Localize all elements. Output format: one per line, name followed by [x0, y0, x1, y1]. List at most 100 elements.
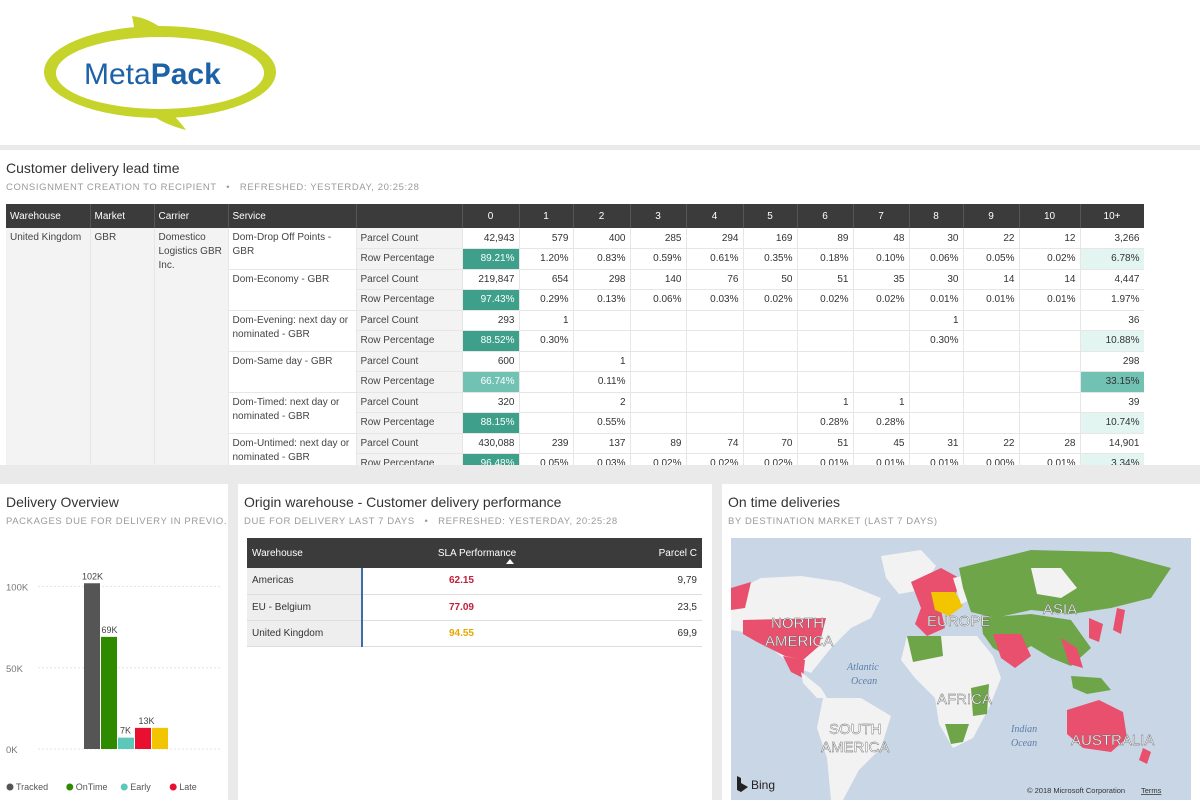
metric-label: Row Percentage: [356, 248, 463, 270]
value-cell: 1: [853, 392, 910, 413]
value-cell: [963, 330, 1020, 352]
tile-subtitle: BY DESTINATION MARKET (LAST 7 DAYS): [728, 516, 938, 527]
origin-warehouse-name: EU - Belgium: [247, 594, 363, 621]
metric-label: Parcel Count: [356, 310, 463, 331]
map-label-europe: EUROPE: [927, 613, 990, 630]
value-cell: 0.01%: [909, 453, 964, 465]
value-cell: 1.97%: [1080, 289, 1144, 311]
ontime-deliveries-tile[interactable]: On time deliveries BY DESTINATION MARKET…: [722, 484, 1200, 800]
value-cell: [630, 412, 687, 434]
bar-tracked[interactable]: [84, 583, 100, 749]
value-cell: 22: [963, 228, 1020, 249]
lead-time-col-8[interactable]: 8: [909, 204, 964, 228]
header: MetaPack: [0, 0, 1200, 145]
value-cell: 39: [1080, 392, 1144, 413]
col-warehouse[interactable]: Warehouse: [247, 538, 362, 568]
table-row[interactable]: EU - Belgium 77.09 23,5: [247, 594, 702, 621]
table-row: Dom-Timed: next day or nominated - GBR Pa…: [6, 392, 1144, 434]
lead-time-col-6[interactable]: 6: [797, 204, 854, 228]
map-terms-link[interactable]: Terms: [1141, 786, 1162, 795]
table-row: Row Percentage 89.21% 1.20% 0.83% 0.59% 0.61%…: [6, 248, 1144, 270]
y-tick-label: 100K: [6, 583, 29, 594]
value-cell: [630, 330, 687, 352]
delivery-overview-tile[interactable]: Delivery Overview PACKAGES DUE FOR DELIV…: [0, 484, 228, 800]
value-cell: [630, 371, 687, 393]
value-cell: 0.10%: [853, 248, 910, 270]
bar-other[interactable]: [152, 727, 168, 749]
col-parcel-count[interactable]: Parcel C: [592, 538, 702, 568]
value-cell: 0.02%: [743, 453, 798, 465]
sort-asc-icon[interactable]: [506, 559, 514, 564]
bar-early[interactable]: [118, 737, 134, 749]
y-tick-label: 50K: [6, 664, 24, 675]
value-cell: 45: [853, 433, 910, 454]
lead-time-col-10-[interactable]: 10+: [1080, 204, 1144, 228]
tile-subtitle: CONSIGNMENT CREATION TO RECIPIENT • REFR…: [6, 182, 419, 193]
tile-subtitle: DUE FOR DELIVERY LAST 7 DAYS • REFRESHED…: [244, 516, 618, 527]
col-sla-label: SLA Performance: [437, 547, 517, 559]
tile-title: Origin warehouse - Customer delivery per…: [244, 494, 562, 510]
bar-data-label: 102K: [82, 571, 103, 581]
value-cell: [743, 351, 798, 372]
origin-sla-value: 62.15: [362, 568, 592, 595]
lead-time-col-10[interactable]: 10: [1019, 204, 1081, 228]
lead-time-col-0[interactable]: 0: [462, 204, 520, 228]
lead-time-col-metric[interactable]: [356, 204, 463, 228]
value-cell: 285: [630, 228, 687, 249]
lead-time-col-warehouse[interactable]: Warehouse: [6, 204, 91, 228]
legend-marker: [169, 783, 177, 791]
value-cell: 35: [853, 269, 910, 290]
value-cell: 0.59%: [630, 248, 687, 270]
value-cell: [630, 310, 687, 331]
value-cell: 0.02%: [686, 453, 744, 465]
service-name: Dom-Untimed: next day or nominated - GBR: [228, 433, 357, 465]
table-row[interactable]: Americas 62.15 9,79: [247, 568, 702, 595]
value-cell: 70: [743, 433, 798, 454]
lead-time-col-3[interactable]: 3: [630, 204, 687, 228]
col-sla-performance[interactable]: SLA Performance: [362, 538, 592, 568]
service-name: Dom-Drop Off Points - GBR: [228, 228, 357, 270]
service-name: Dom-Evening: next day or nominated - GBR: [228, 310, 357, 352]
origin-warehouse-tile[interactable]: Origin warehouse - Customer delivery per…: [238, 484, 712, 800]
tile-subtitle: PACKAGES DUE FOR DELIVERY IN PREVIO...: [6, 516, 228, 527]
value-cell: [797, 371, 854, 393]
delivery-overview-chart: 100K 50K 0K 102K 69K 7K 13K Tracked OnTime Early L…: [6, 571, 220, 792]
lead-time-col-2[interactable]: 2: [573, 204, 631, 228]
value-cell: 0.11%: [573, 371, 631, 393]
value-cell: 400: [573, 228, 631, 249]
value-cell: [797, 351, 854, 372]
lead-time-col-market[interactable]: Market: [90, 204, 155, 228]
value-cell: [686, 310, 744, 331]
value-cell: 0.02%: [1019, 248, 1081, 270]
map-label-ocean-atl: Ocean: [851, 676, 877, 687]
value-cell: 294: [686, 228, 744, 249]
value-cell: 0.01%: [963, 289, 1020, 311]
value-cell: [519, 412, 574, 434]
lead-time-col-carrier[interactable]: Carrier: [154, 204, 229, 228]
table-row: United Kingdom GBR Domestico Logistics GBR…: [6, 228, 1144, 465]
value-cell: 42,943: [462, 228, 520, 249]
bar-late[interactable]: [135, 727, 151, 749]
value-cell: [743, 392, 798, 413]
lead-time-col-9[interactable]: 9: [963, 204, 1020, 228]
lead-time-col-7[interactable]: 7: [853, 204, 910, 228]
value-cell: 36: [1080, 310, 1144, 331]
lead-time-col-4[interactable]: 4: [686, 204, 744, 228]
lead-time-col-1[interactable]: 1: [519, 204, 574, 228]
table-row[interactable]: United Kingdom 94.55 69,9: [247, 620, 702, 647]
table-row: Row Percentage 66.74% 0.11% 33.15%: [6, 371, 1144, 393]
value-cell: 76: [686, 269, 744, 290]
metric-label: Parcel Count: [356, 433, 463, 454]
lead-time-col-5[interactable]: 5: [743, 204, 798, 228]
world-map[interactable]: NORTH AMERICA EUROPE ASIA AFRICA SOUTH A…: [731, 538, 1191, 800]
value-cell: 0.02%: [743, 289, 798, 311]
bar-ontime[interactable]: [101, 636, 117, 749]
lead-time-col-service[interactable]: Service: [228, 204, 357, 228]
value-cell: 0.18%: [797, 248, 854, 270]
value-cell: 169: [743, 228, 798, 249]
lead-time-tile[interactable]: Customer delivery lead time CONSIGNMENT …: [0, 150, 1200, 465]
lead-time-table: Warehouse Market Carrier Service 0 1 2 3 4 5 6 7 8 9 1…: [6, 204, 1144, 465]
value-cell: [909, 371, 964, 393]
lead-time-table-wrap[interactable]: Warehouse Market Carrier Service 0 1 2 3 4 5 6 7 8 9 1…: [6, 204, 1144, 465]
value-cell: 298: [573, 269, 631, 290]
